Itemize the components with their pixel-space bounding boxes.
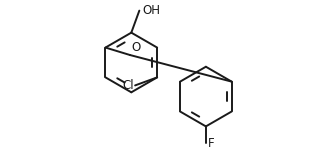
Text: O: O bbox=[131, 41, 140, 54]
Text: Cl: Cl bbox=[123, 79, 134, 92]
Text: OH: OH bbox=[142, 4, 160, 17]
Text: F: F bbox=[207, 137, 214, 150]
